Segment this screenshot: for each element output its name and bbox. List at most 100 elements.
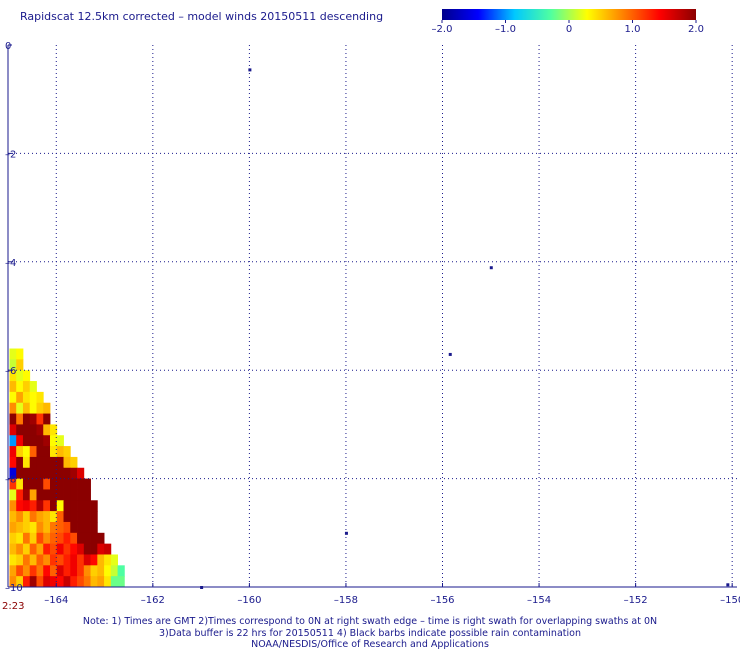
heatmap-cell — [63, 511, 71, 523]
heatmap-cell — [29, 391, 37, 404]
colorbar: –2.0 –1.0 0 1.0 2.0 — [432, 9, 704, 35]
heatmap-cell — [16, 359, 24, 371]
heatmap-cell — [43, 500, 51, 512]
heatmap-cell — [16, 370, 24, 382]
footer-notes: Note: 1) Times are GMT 2)Times correspon… — [0, 616, 740, 651]
heatmap-cell — [29, 435, 37, 447]
heatmap-cell — [56, 511, 64, 523]
heatmap-cell — [16, 554, 24, 566]
heatmap-cell — [117, 565, 125, 577]
heatmap-cell — [22, 467, 31, 479]
heatmap-cell — [29, 478, 37, 490]
isolated-mark — [448, 352, 452, 356]
swath-time-label: 2:23 — [2, 601, 24, 612]
heatmap-cell — [50, 446, 58, 458]
heatmap-cell — [29, 402, 37, 414]
heatmap-cell — [9, 521, 17, 534]
heatmap-cell — [16, 478, 24, 490]
heatmap-cell — [56, 532, 64, 545]
heatmap-cell — [83, 554, 91, 566]
isolated-mark — [726, 583, 730, 587]
heatmap-cell — [97, 554, 105, 566]
isolated-mark — [248, 68, 252, 72]
colorbar-bar — [442, 9, 696, 20]
heatmap-cell — [36, 446, 44, 458]
heatmap-cell — [77, 576, 85, 588]
heatmap-cell — [104, 543, 112, 555]
heatmap-cell — [9, 359, 17, 371]
heatmap-cell — [43, 402, 51, 414]
heatmap-cell — [16, 424, 24, 436]
heatmap-cell — [9, 478, 17, 490]
heatmap-cell — [22, 511, 31, 523]
heatmap-cell — [16, 565, 24, 577]
heatmap-cell — [29, 381, 37, 393]
heatmap-cell — [29, 576, 37, 588]
heatmap-cell — [43, 446, 51, 458]
heatmap-cell — [77, 554, 85, 566]
heatmap-cell — [70, 511, 78, 523]
heatmap-cell — [43, 521, 51, 534]
heatmap-cell — [50, 424, 58, 436]
heatmap-cell — [117, 576, 125, 588]
heatmap-cell — [50, 435, 58, 447]
heatmap-cell — [22, 456, 31, 469]
heatmap-cell — [9, 543, 17, 555]
heatmap-cell — [77, 489, 85, 501]
heatmap-cell — [9, 511, 17, 523]
heatmap-cell — [22, 478, 31, 490]
heatmap-cell — [97, 565, 105, 577]
heatmap-cell — [22, 521, 31, 534]
heatmap-cell — [56, 500, 64, 512]
x-tick-label: –158 — [334, 595, 358, 606]
heatmap-cell — [63, 467, 71, 479]
heatmap-cell — [36, 532, 44, 545]
colorbar-tick-label: –1.0 — [495, 24, 516, 35]
x-tick-label: –160 — [237, 595, 261, 606]
colorbar-tick-label: 1.0 — [625, 24, 641, 35]
colorbar-tick-label: 0 — [566, 24, 572, 35]
heatmap-cell — [104, 565, 112, 577]
heatmap-cell — [77, 565, 85, 577]
heatmap-cell — [9, 456, 17, 469]
heatmap-cell — [36, 489, 44, 501]
heatmap-cell — [29, 446, 37, 458]
heatmap-cell — [22, 576, 31, 588]
heatmap-cell — [36, 467, 44, 479]
heatmap-cell — [50, 500, 58, 512]
heatmap-cell — [50, 511, 58, 523]
heatmap-cell — [16, 402, 24, 414]
note-line-2: 3)Data buffer is 22 hrs for 20150511 4) … — [159, 627, 581, 639]
heatmap-cell — [36, 511, 44, 523]
heatmap-cell — [70, 543, 78, 555]
heatmap-cell — [90, 543, 98, 555]
heatmap-cell — [63, 500, 71, 512]
heatmap-cell — [16, 381, 24, 393]
heatmap-cell — [56, 565, 64, 577]
heatmap-cell — [36, 456, 44, 469]
heatmap-cell — [83, 532, 91, 545]
heatmap-cell — [29, 521, 37, 534]
heatmap-cell — [110, 565, 118, 577]
heatmap-cell — [29, 424, 37, 436]
heatmap-cell — [77, 478, 85, 490]
heatmap-cell — [43, 489, 51, 501]
heatmap-cells — [9, 348, 125, 588]
heatmap-cell — [9, 576, 17, 588]
heatmap-cell — [70, 532, 78, 545]
heatmap-cell — [36, 565, 44, 577]
heatmap-cell — [16, 348, 24, 360]
heatmap-cell — [77, 511, 85, 523]
heatmap-cell — [43, 565, 51, 577]
heatmap-cell — [22, 532, 31, 545]
heatmap-cell — [29, 543, 37, 555]
heatmap-cell — [43, 456, 51, 469]
heatmap-cell — [29, 511, 37, 523]
heatmap-cell — [77, 521, 85, 534]
heatmap-cell — [63, 446, 71, 458]
isolated-mark — [489, 266, 493, 270]
heatmap-cell — [77, 532, 85, 545]
heatmap-cell — [83, 576, 91, 588]
x-tick-label: –154 — [527, 595, 551, 606]
